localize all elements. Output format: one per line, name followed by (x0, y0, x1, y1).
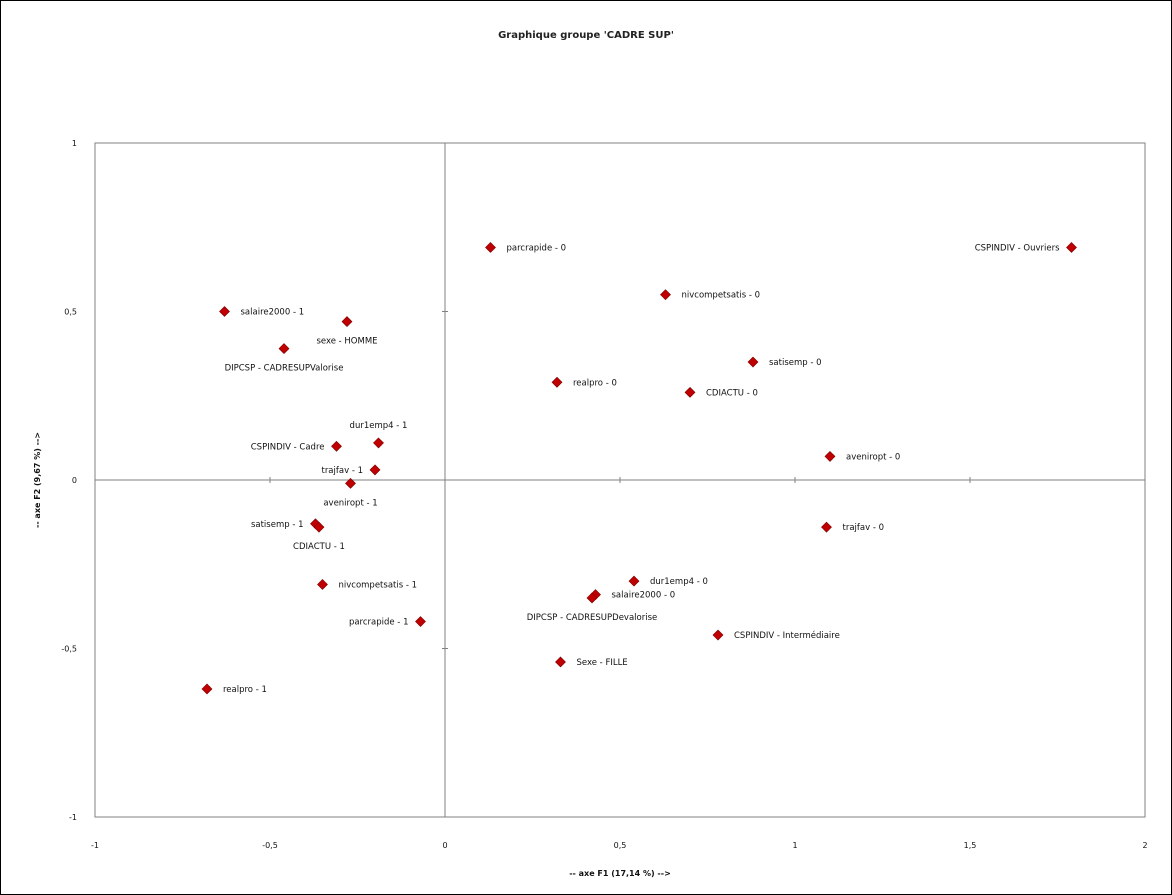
data-point-label: dur1emp4 - 1 (350, 421, 408, 431)
data-point-label: satisemp - 0 (769, 358, 822, 368)
data-point-marker (278, 343, 290, 354)
data-point-marker (373, 437, 384, 449)
data-point-label: dur1emp4 - 0 (650, 577, 708, 587)
data-point-marker (219, 306, 230, 317)
data-point-marker (628, 575, 640, 587)
x-tick-label: 2 (1142, 841, 1147, 850)
data-point-marker (485, 242, 496, 253)
data-point-marker (586, 592, 598, 604)
data-point-label: satisemp - 1 (251, 520, 304, 530)
data-point-label: CDIACTU - 0 (706, 388, 758, 398)
data-point-marker (684, 386, 696, 398)
data-point-marker (415, 616, 426, 627)
data-point-label: aveniropt - 0 (846, 452, 900, 462)
data-point-marker (341, 316, 353, 328)
y-tick-label: -0,5 (61, 645, 77, 654)
data-point-marker (555, 656, 566, 668)
x-tick-label: 1,5 (964, 841, 977, 850)
y-tick-label: -1 (69, 813, 77, 822)
data-point-label: nivcompetsatis - 1 (339, 580, 418, 590)
data-point-label: realpro - 1 (223, 685, 267, 695)
data-point-marker (331, 440, 342, 452)
data-point-label: trajfav - 1 (321, 466, 363, 476)
x-tick-label: 0 (442, 841, 447, 850)
data-point-marker (345, 477, 356, 489)
data-point-label: CSPINDIV - Cadre (251, 442, 325, 452)
data-point-marker (1066, 242, 1077, 253)
data-points: parcrapide - 0 CSPINDIV - Ouvriers nivcomp… (201, 242, 1077, 695)
chart-title: Graphique groupe 'CADRE SUP' (498, 30, 674, 41)
data-point-label: salaire2000 - 1 (241, 308, 305, 318)
y-tick-label: 1 (72, 139, 77, 148)
data-point-marker (551, 376, 563, 388)
data-point-label: realpro - 0 (573, 378, 617, 388)
data-point-marker (313, 521, 325, 533)
data-point-label: CDIACTU - 1 (293, 542, 345, 552)
data-point-label: nivcompetsatis - 0 (682, 291, 761, 301)
data-point-label: sexe - HOMME (316, 337, 377, 347)
x-axis-title: -- axe F1 (17,14 %) --> (569, 869, 671, 878)
data-point-label: DIPCSP - CADRESUPDevalorise (527, 613, 658, 623)
data-point-label: CSPINDIV - Intermédiaire (734, 630, 840, 641)
data-point-marker (201, 683, 213, 695)
data-point-label: aveniropt - 1 (323, 498, 377, 508)
data-point-label: parcrapide - 0 (507, 243, 567, 253)
data-point-marker (317, 579, 328, 590)
data-point-marker (660, 289, 671, 301)
data-point-label: trajfav - 0 (843, 523, 885, 533)
data-point-label: CSPINDIV - Ouvriers (975, 243, 1060, 253)
y-axis-ticks: 1 0,5 0 -0,5 -1 (61, 139, 448, 822)
data-point-label: salaire2000 - 0 (612, 591, 676, 601)
data-point-marker (824, 450, 836, 462)
y-axis-title: -- axe F2 (9,67 %) --> (33, 432, 42, 528)
x-tick-label: 1 (792, 841, 797, 850)
x-tick-label: -0,5 (262, 841, 278, 850)
data-point-label: Sexe - FILLE (577, 658, 628, 668)
x-axis-ticks: -1 -0,5 0 0,5 1 1,5 2 (91, 477, 1148, 850)
data-point-label: parcrapide - 1 (349, 618, 409, 628)
data-point-marker (369, 464, 381, 476)
data-point-marker (747, 356, 759, 368)
y-tick-label: 0,5 (64, 308, 77, 317)
x-tick-label: 0,5 (614, 841, 627, 850)
x-tick-label: -1 (91, 841, 99, 850)
y-tick-label: 0 (72, 476, 77, 485)
data-point-marker (712, 629, 724, 641)
data-point-label: DIPCSP - CADRESUPValorise (225, 364, 344, 374)
data-point-marker (821, 521, 832, 533)
